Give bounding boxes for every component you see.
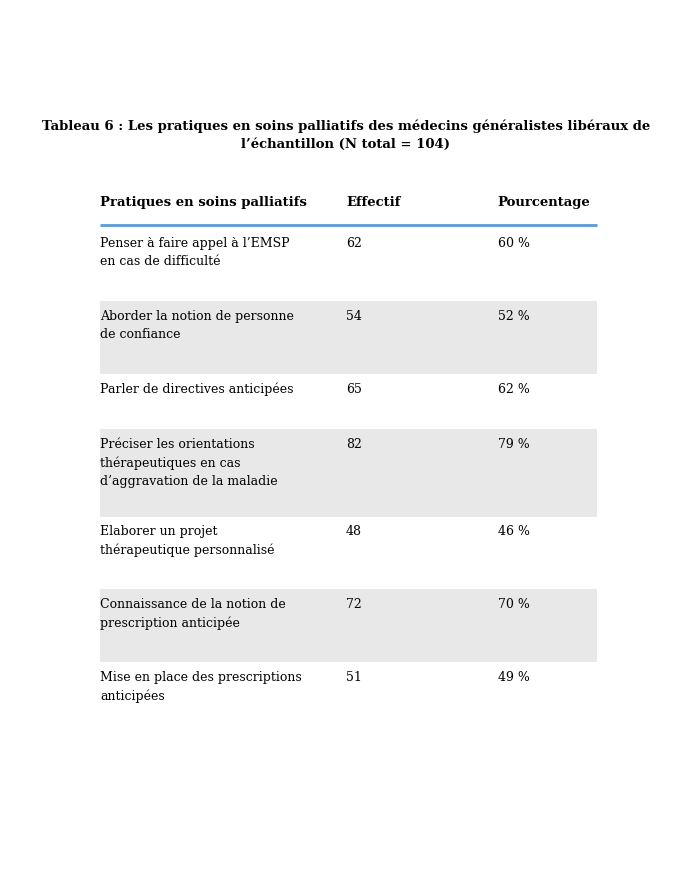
Text: Tableau 6 : Les pratiques en soins palliatifs des médecins généralistes libéraux: Tableau 6 : Les pratiques en soins palli…: [42, 120, 650, 133]
Text: 48: 48: [346, 525, 362, 538]
Text: Pratiques en soins palliatifs: Pratiques en soins palliatifs: [100, 196, 307, 209]
Text: 82: 82: [346, 438, 362, 451]
Text: 65: 65: [346, 382, 362, 396]
Text: 79 %: 79 %: [497, 438, 529, 451]
FancyBboxPatch shape: [100, 429, 597, 516]
Text: Préciser les orientations
thérapeutiques en cas
d’aggravation de la maladie: Préciser les orientations thérapeutiques…: [100, 438, 277, 487]
Text: Aborder la notion de personne
de confiance: Aborder la notion de personne de confian…: [100, 310, 294, 341]
Text: Mise en place des prescriptions
anticipées: Mise en place des prescriptions anticipé…: [100, 671, 302, 703]
Text: l’échantillon (N total = 104): l’échantillon (N total = 104): [242, 138, 450, 151]
Text: Elaborer un projet
thérapeutique personnalisé: Elaborer un projet thérapeutique personn…: [100, 525, 275, 557]
Text: Pourcentage: Pourcentage: [497, 196, 591, 209]
Text: 52 %: 52 %: [497, 310, 529, 323]
Text: 46 %: 46 %: [497, 525, 530, 538]
FancyBboxPatch shape: [100, 228, 597, 301]
Text: Penser à faire appel à l’EMSP
en cas de difficulté: Penser à faire appel à l’EMSP en cas de …: [100, 237, 290, 268]
Text: Effectif: Effectif: [346, 196, 400, 209]
FancyBboxPatch shape: [100, 374, 597, 429]
Text: Parler de directives anticipées: Parler de directives anticipées: [100, 382, 294, 396]
Text: 51: 51: [346, 671, 362, 684]
Text: 70 %: 70 %: [497, 598, 529, 611]
Text: Connaissance de la notion de
prescription anticipée: Connaissance de la notion de prescriptio…: [100, 598, 286, 630]
Text: 54: 54: [346, 310, 362, 323]
FancyBboxPatch shape: [100, 590, 597, 662]
Text: 72: 72: [346, 598, 362, 611]
FancyBboxPatch shape: [100, 301, 597, 374]
FancyBboxPatch shape: [100, 516, 597, 590]
Text: 62 %: 62 %: [497, 382, 529, 396]
FancyBboxPatch shape: [100, 662, 597, 735]
Text: 62: 62: [346, 237, 362, 250]
Text: 60 %: 60 %: [497, 237, 530, 250]
Text: 49 %: 49 %: [497, 671, 529, 684]
